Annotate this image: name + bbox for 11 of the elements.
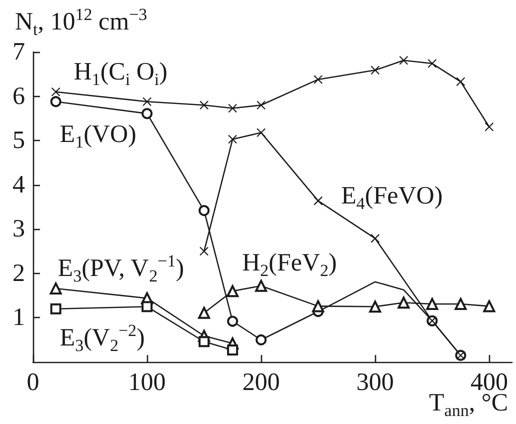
y-tick-label: 6 bbox=[12, 82, 25, 110]
x-tick-label: 100 bbox=[128, 369, 166, 396]
y-tick-label: 1 bbox=[12, 304, 25, 332]
x-tick-label: 0 bbox=[26, 369, 40, 396]
y-tick-label: 4 bbox=[12, 171, 26, 198]
y-tick-label: 3 bbox=[12, 216, 25, 243]
y-tick-label: 5 bbox=[12, 127, 25, 154]
x-tick-label: 200 bbox=[242, 369, 280, 396]
y-tick-label: 2 bbox=[12, 260, 25, 287]
y-tick-label: 7 bbox=[12, 38, 25, 66]
x-tick-label: 300 bbox=[356, 369, 394, 396]
